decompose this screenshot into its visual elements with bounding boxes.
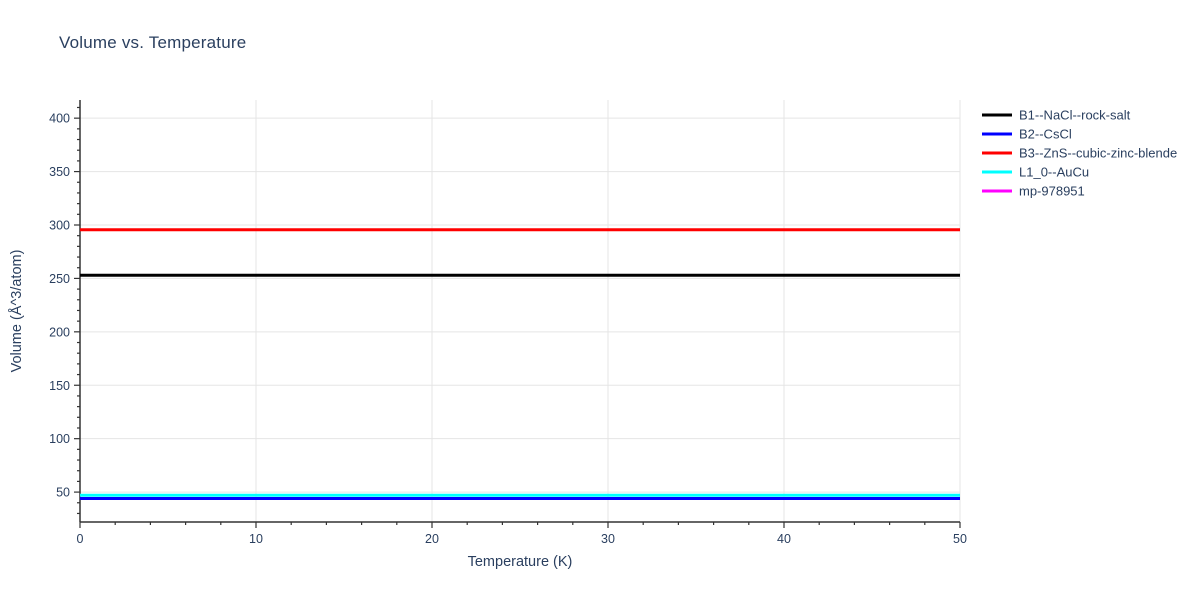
legend-label: mp-978951 bbox=[1019, 184, 1085, 199]
legend-label: L1_0--AuCu bbox=[1019, 165, 1089, 180]
x-tick-label: 40 bbox=[777, 532, 791, 546]
x-tick-label: 20 bbox=[425, 532, 439, 546]
y-tick-label: 150 bbox=[49, 379, 70, 393]
x-axis-title: Temperature (K) bbox=[468, 554, 573, 570]
y-tick-label: 400 bbox=[49, 112, 70, 126]
y-tick-label: 300 bbox=[49, 218, 70, 232]
y-tick-label: 350 bbox=[49, 165, 70, 179]
legend-item-mp-978951[interactable]: mp-978951 bbox=[982, 184, 1085, 199]
x-tick-label: 10 bbox=[249, 532, 263, 546]
legend-label: B3--ZnS--cubic-zinc-blende bbox=[1019, 146, 1177, 161]
y-tick-label: 200 bbox=[49, 325, 70, 339]
y-axis-title: Volume (Å^3/atom) bbox=[8, 250, 25, 373]
x-tick-label: 0 bbox=[77, 532, 84, 546]
legend-item-l1-0-aucu[interactable]: L1_0--AuCu bbox=[982, 165, 1089, 180]
y-tick-label: 50 bbox=[56, 486, 70, 500]
y-tick-label: 100 bbox=[49, 432, 70, 446]
x-tick-label: 30 bbox=[601, 532, 615, 546]
y-tick-label: 250 bbox=[49, 272, 70, 286]
legend-label: B2--CsCl bbox=[1019, 127, 1072, 142]
legend-item-b2-cscl[interactable]: B2--CsCl bbox=[982, 127, 1072, 142]
legend-item-b1-nacl-rock-salt[interactable]: B1--NaCl--rock-salt bbox=[982, 108, 1131, 123]
legend-item-b3-zns-cubic-zinc-blende[interactable]: B3--ZnS--cubic-zinc-blende bbox=[982, 146, 1177, 161]
legend-label: B1--NaCl--rock-salt bbox=[1019, 108, 1131, 123]
x-tick-label: 50 bbox=[953, 532, 967, 546]
chart-title: Volume vs. Temperature bbox=[59, 33, 247, 52]
